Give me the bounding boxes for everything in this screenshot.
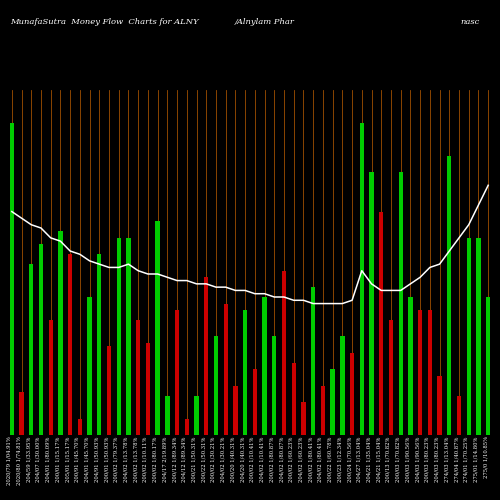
Bar bbox=[320, 386, 325, 435]
Bar bbox=[418, 310, 422, 435]
Bar bbox=[398, 172, 403, 435]
Bar bbox=[97, 254, 102, 435]
Bar bbox=[282, 270, 286, 435]
Bar bbox=[272, 336, 276, 435]
Bar bbox=[302, 402, 306, 435]
Bar bbox=[447, 156, 452, 435]
Bar bbox=[126, 238, 130, 435]
Bar bbox=[438, 376, 442, 435]
Bar bbox=[20, 392, 24, 435]
Bar bbox=[340, 336, 344, 435]
Bar bbox=[408, 297, 412, 435]
Bar bbox=[379, 212, 384, 435]
Bar bbox=[48, 320, 53, 435]
Bar bbox=[116, 238, 121, 435]
Text: /Alnylam Phar: /Alnylam Phar bbox=[235, 18, 295, 25]
Bar bbox=[311, 287, 316, 435]
Bar bbox=[360, 123, 364, 435]
Bar bbox=[224, 304, 228, 435]
Text: nasc: nasc bbox=[460, 18, 479, 25]
Bar bbox=[175, 310, 180, 435]
Bar bbox=[389, 320, 393, 435]
Bar bbox=[204, 278, 208, 435]
Bar bbox=[146, 343, 150, 435]
Bar bbox=[194, 396, 198, 435]
Bar bbox=[68, 254, 72, 435]
Bar bbox=[457, 396, 461, 435]
Bar bbox=[292, 362, 296, 435]
Bar bbox=[136, 320, 140, 435]
Bar bbox=[370, 172, 374, 435]
Bar bbox=[214, 336, 218, 435]
Bar bbox=[233, 386, 237, 435]
Bar bbox=[243, 310, 248, 435]
Bar bbox=[107, 346, 111, 435]
Text: MunafaSutra  Money Flow  Charts for ALNY: MunafaSutra Money Flow Charts for ALNY bbox=[10, 18, 198, 25]
Bar bbox=[184, 418, 189, 435]
Bar bbox=[428, 310, 432, 435]
Bar bbox=[156, 222, 160, 435]
Bar bbox=[88, 297, 92, 435]
Bar bbox=[466, 238, 471, 435]
Bar bbox=[476, 238, 480, 435]
Bar bbox=[58, 232, 62, 435]
Bar bbox=[10, 123, 14, 435]
Bar bbox=[39, 244, 43, 435]
Bar bbox=[330, 370, 335, 435]
Bar bbox=[165, 396, 170, 435]
Bar bbox=[350, 353, 354, 435]
Bar bbox=[78, 418, 82, 435]
Bar bbox=[29, 264, 34, 435]
Bar bbox=[486, 297, 490, 435]
Bar bbox=[262, 297, 267, 435]
Bar bbox=[252, 370, 257, 435]
